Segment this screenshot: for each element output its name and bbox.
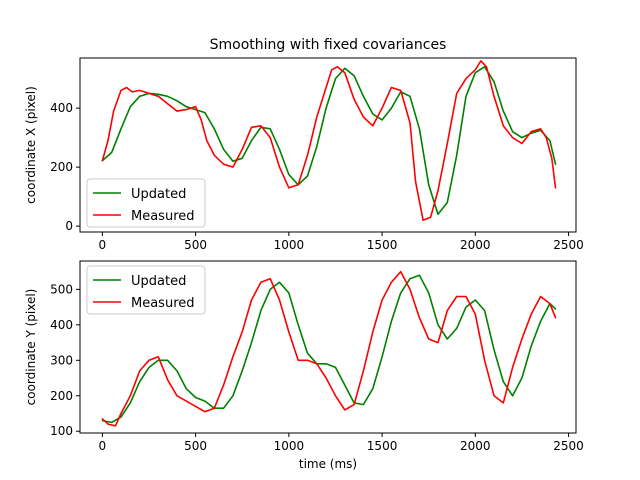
y-tick-label: 500 [50,282,73,296]
legend-label-updated: Updated [131,274,186,289]
y-axis-label: coordinate Y (pixel) [24,289,38,406]
x-tick-label: 0 [99,439,107,453]
y-tick-label: 100 [50,424,73,438]
series-line-measured [101,60,557,221]
series-line-updated [101,66,557,216]
y-axis-label: coordinate X (pixel) [24,86,38,204]
x-tick-label: 500 [184,439,207,453]
y-tick-label: 300 [50,353,73,367]
y-tick-label: 400 [50,101,73,115]
x-tick-label: 2000 [460,439,491,453]
legend-label-measured: Measured [131,296,195,311]
legend-label-measured: Measured [131,209,195,224]
x-tick-label: 1500 [367,439,398,453]
x-tick-label: 2500 [553,439,584,453]
y-tick-label: 200 [50,160,73,174]
legend: Updated Measured [86,265,206,315]
y-tick-label: 0 [65,219,73,233]
chart-title: Smoothing with fixed covariances [210,37,447,53]
legend-label-updated: Updated [131,187,186,202]
y-tick-label: 400 [50,318,73,332]
axes-frame [79,57,577,233]
x-tick-label: 1500 [367,238,398,252]
x-tick-label: 500 [184,238,207,252]
x-tick-label: 2000 [460,238,491,252]
axes-panel-1: 0 500 1000 1500 2000 2500 0 200 400 coordinate X … [24,57,584,252]
axes-frame [79,260,577,434]
y-tick-label: 200 [50,389,73,403]
axes-panel-2: 0 500 1000 1500 2000 2500 100 200 300 400 500 coord… [24,260,584,471]
series-line-measured [101,270,557,427]
x-tick-label: 0 [99,238,107,252]
x-tick-label: 1000 [274,439,305,453]
x-tick-label: 2500 [553,238,584,252]
series-line-updated [101,274,557,424]
x-tick-label: 1000 [274,238,305,252]
x-axis-label: time (ms) [299,457,357,471]
legend: Updated Measured [86,178,206,228]
